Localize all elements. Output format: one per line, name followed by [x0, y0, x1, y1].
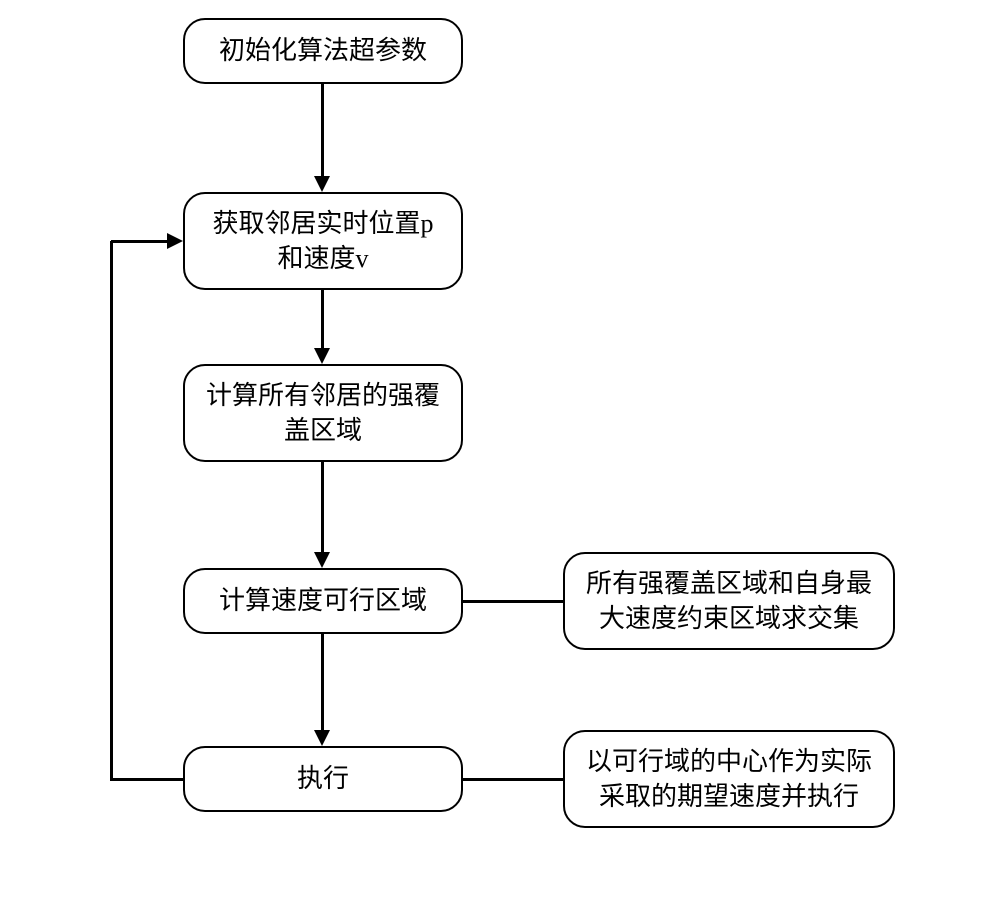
node-init-label: 初始化算法超参数: [219, 33, 427, 68]
node-annotation-intersection-label: 所有强覆盖区域和自身最大速度约束区域求交集: [586, 566, 872, 636]
node-execute-label: 执行: [297, 761, 349, 796]
node-calc-coverage-label: 计算所有邻居的强覆盖区域: [206, 378, 440, 448]
arrow-1-line: [321, 84, 324, 176]
node-annotation-center: 以可行域的中心作为实际采取的期望速度并执行: [563, 730, 895, 828]
loop-seg-3: [111, 240, 167, 243]
arrow-4-head: [314, 730, 330, 746]
node-get-neighbors: 获取邻居实时位置p和速度v: [183, 192, 463, 290]
arrow-4-line: [321, 634, 324, 730]
node-annotation-intersection: 所有强覆盖区域和自身最大速度约束区域求交集: [563, 552, 895, 650]
arrow-2-head: [314, 348, 330, 364]
node-get-neighbors-label: 获取邻居实时位置p和速度v: [212, 206, 433, 276]
connector-2-line: [463, 778, 563, 781]
node-init: 初始化算法超参数: [183, 18, 463, 84]
loop-seg-2: [110, 241, 113, 781]
loop-seg-1: [111, 778, 183, 781]
node-execute: 执行: [183, 746, 463, 812]
connector-1-line: [463, 600, 563, 603]
node-annotation-center-label: 以可行域的中心作为实际采取的期望速度并执行: [586, 744, 872, 814]
arrow-3-line: [321, 462, 324, 552]
arrow-1-head: [314, 176, 330, 192]
arrow-3-head: [314, 552, 330, 568]
node-calc-velocity: 计算速度可行区域: [183, 568, 463, 634]
node-calc-coverage: 计算所有邻居的强覆盖区域: [183, 364, 463, 462]
node-calc-velocity-label: 计算速度可行区域: [219, 583, 427, 618]
loop-head: [167, 233, 183, 249]
arrow-2-line: [321, 290, 324, 348]
